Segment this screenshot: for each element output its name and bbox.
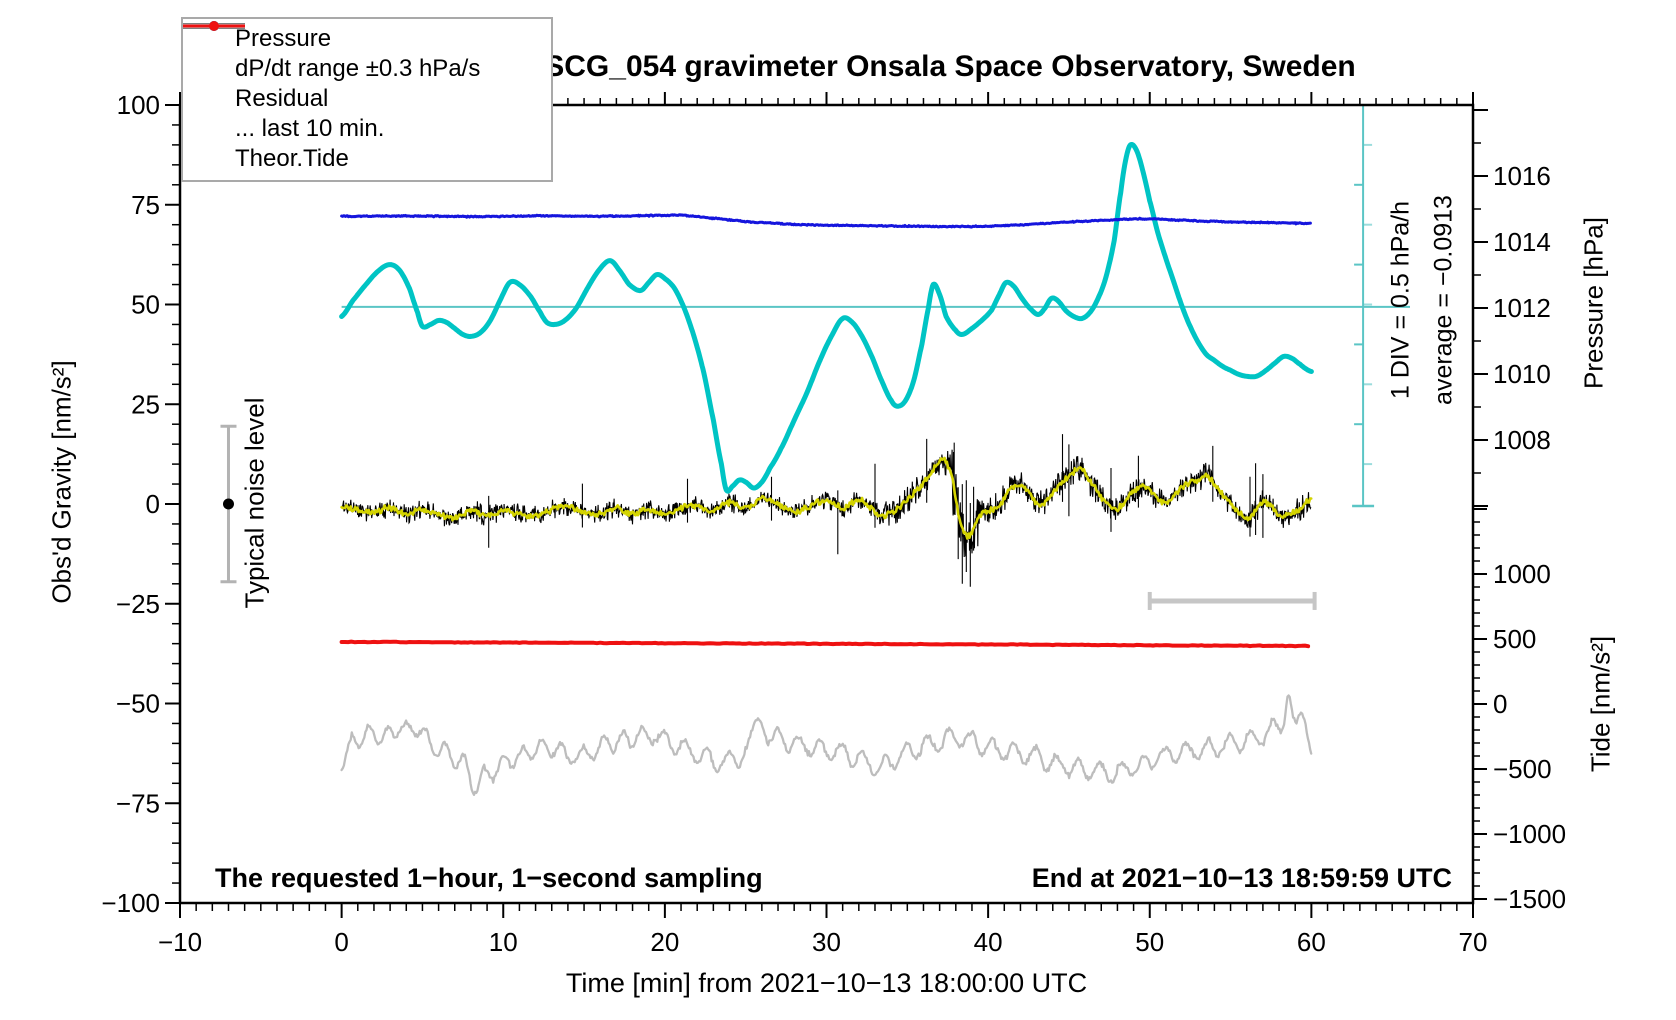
dpdt-div-scale-bar xyxy=(1352,105,1375,508)
pressure-axis-title: Pressure [hPa] xyxy=(1578,217,1609,389)
noise-level-label: Typical noise level xyxy=(239,397,270,609)
tick-label: −25 xyxy=(116,589,160,619)
tick-label: 25 xyxy=(131,389,160,419)
tick-label: −1500 xyxy=(1493,884,1566,914)
tick-label: 1000 xyxy=(1493,559,1551,589)
tick-label: 0 xyxy=(146,489,160,519)
tick-label: 1016 xyxy=(1493,161,1551,191)
chart-title: SCG_054 gravimeter Onsala Space Observat… xyxy=(544,50,1356,83)
ten-min-span-bar xyxy=(1147,591,1317,610)
tick-label: −500 xyxy=(1493,754,1552,784)
tick-label: 60 xyxy=(1297,927,1326,957)
sampling-annotation: The requested 1−hour, 1−second sampling xyxy=(215,863,763,893)
end-time-annotation: End at 2021−10−13 18:59:59 UTC xyxy=(1031,863,1452,893)
legend-item-1: dP/dt range ±0.3 hPa/s xyxy=(183,21,551,84)
curve-theor-tide xyxy=(339,639,1311,649)
average-label: average = −0.0913 xyxy=(1429,195,1458,405)
tick-label: −1000 xyxy=(1493,819,1566,849)
curve-last10min xyxy=(340,694,1313,796)
tick-label: 40 xyxy=(974,927,1003,957)
tick-label: 75 xyxy=(131,190,160,220)
tick-label: 30 xyxy=(812,927,841,957)
legend-item-4: Theor.Tide xyxy=(183,21,551,174)
legend-label: Residual xyxy=(235,85,329,112)
tick-label: 100 xyxy=(117,90,160,120)
tick-label: 70 xyxy=(1459,927,1488,957)
tick-label: 1008 xyxy=(1493,425,1551,455)
curve-pressure xyxy=(340,213,1312,229)
legend-label: Pressure xyxy=(235,25,332,52)
tick-label: −50 xyxy=(116,689,160,719)
axis-ticks xyxy=(165,92,1488,918)
legend-sample-4 xyxy=(183,21,245,31)
legend-box: Pressure dP/dt range ±0.3 hPa/s Residual..… xyxy=(181,17,553,182)
tick-label: 50 xyxy=(1135,927,1164,957)
tick-label: 1012 xyxy=(1493,293,1551,323)
div-scale-label: 1 DIV = 0.5 hPa/h xyxy=(1386,200,1415,400)
legend-dot xyxy=(209,21,219,31)
tick-label: −10 xyxy=(158,927,202,957)
curve-residual-smoothed xyxy=(340,456,1313,540)
noise-level-bar xyxy=(220,424,237,584)
tick-label: 500 xyxy=(1493,624,1536,654)
tick-label: 10 xyxy=(489,927,518,957)
legend-item-2: Residual xyxy=(183,23,551,114)
tick-label: −75 xyxy=(116,788,160,818)
legend-label: ... last 10 min. xyxy=(235,115,385,142)
legend-item-0: Pressure xyxy=(183,21,551,54)
curve-residual xyxy=(341,434,1312,587)
tick-label: 0 xyxy=(1493,689,1507,719)
noise-bar-dot xyxy=(222,498,234,510)
legend-label: Theor.Tide xyxy=(235,145,349,172)
x-axis-title: Time [min] from 2021−10−13 18:00:00 UTC xyxy=(565,968,1088,998)
reference-marks xyxy=(220,105,1375,610)
tide-axis-title: Tide [nm/s²] xyxy=(1585,635,1616,773)
tick-label: −100 xyxy=(101,888,160,918)
tick-label: 50 xyxy=(131,290,160,320)
legend-label: dP/dt range ±0.3 hPa/s xyxy=(235,55,481,82)
tick-label: 20 xyxy=(650,927,679,957)
tick-label: 1014 xyxy=(1493,227,1551,257)
gravity-axis-title: Obs'd Gravity [nm/s²] xyxy=(46,360,77,604)
tick-label: 0 xyxy=(334,927,348,957)
data-curves xyxy=(339,142,1314,796)
legend-item-3: ... last 10 min. xyxy=(183,24,551,144)
curve-dpdt xyxy=(339,142,1314,494)
tick-label: 1010 xyxy=(1493,359,1551,389)
